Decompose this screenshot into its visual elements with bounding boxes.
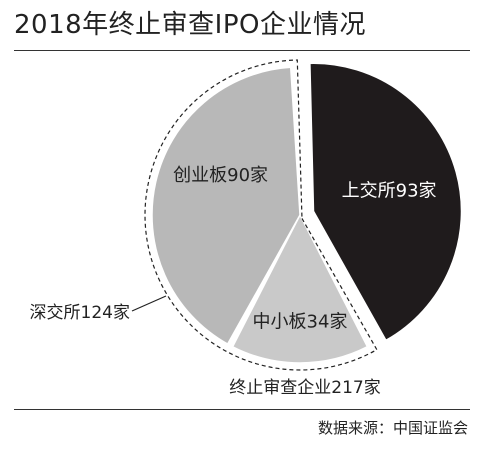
group-outline-dashed <box>144 59 378 371</box>
data-source: 数据来源：中国证监会 <box>317 419 468 437</box>
footer-divider <box>14 409 470 410</box>
group-callout-line <box>131 295 167 312</box>
chart-title: 2018年终止审查IPO企业情况 <box>14 10 366 40</box>
total-label: 终止审查企业217家 <box>229 378 380 398</box>
pie-slices <box>151 62 463 364</box>
group-label-shenzhen: 深交所124家 <box>30 303 130 323</box>
slice-label-shanghai: 上交所93家 <box>342 181 437 202</box>
title-divider <box>14 50 470 51</box>
slice-label-chinext: 创业板90家 <box>173 165 268 186</box>
slice-sme-board <box>231 213 369 364</box>
slice-chinext <box>151 66 301 346</box>
slice-label-sme-board: 中小板34家 <box>253 312 348 333</box>
slice-shanghai <box>309 62 463 342</box>
